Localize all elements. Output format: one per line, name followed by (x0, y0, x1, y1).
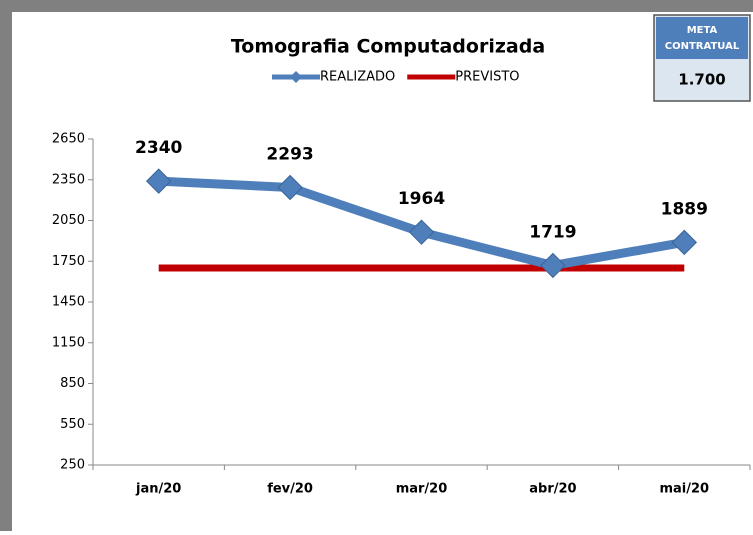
y-tick-label: 2650 (52, 132, 85, 147)
meta-title: CONTRATUAL (665, 41, 740, 52)
y-tick-label: 250 (60, 458, 85, 473)
x-tick-label: jan/20 (135, 482, 181, 497)
data-point (145, 168, 172, 194)
x-tick-label: mar/20 (396, 482, 448, 497)
data-point (671, 229, 698, 256)
legend-marker (290, 71, 302, 83)
y-tick-label: 1150 (52, 335, 85, 350)
y-tick-label: 2050 (52, 213, 85, 228)
legend-label: REALIZADO (320, 70, 395, 85)
data-point (540, 252, 566, 279)
meta-box-header (656, 17, 748, 59)
data-label: 1964 (398, 189, 445, 209)
x-tick-label: mai/20 (659, 482, 709, 497)
chart-title: Tomografia Computadorizada (231, 36, 545, 58)
x-tick-label: fev/20 (267, 482, 313, 497)
meta-title: META (687, 25, 718, 36)
y-tick-label: 1750 (52, 254, 85, 269)
y-tick-label: 850 (60, 376, 85, 391)
data-label: 2340 (135, 138, 182, 158)
meta-value: 1.700 (678, 71, 725, 89)
y-tick-label: 550 (60, 417, 85, 432)
data-label: 1719 (529, 222, 576, 242)
data-point (277, 174, 303, 201)
meta-box: META CONTRATUAL 1.700 (653, 14, 751, 102)
y-tick-label: 1450 (52, 295, 85, 310)
x-tick-label: abr/20 (529, 482, 576, 497)
y-tick-label: 2350 (52, 172, 85, 187)
data-point (408, 219, 435, 245)
legend-label: PREVISTO (455, 70, 519, 85)
data-label: 2293 (266, 144, 313, 164)
data-label: 1889 (661, 199, 708, 219)
